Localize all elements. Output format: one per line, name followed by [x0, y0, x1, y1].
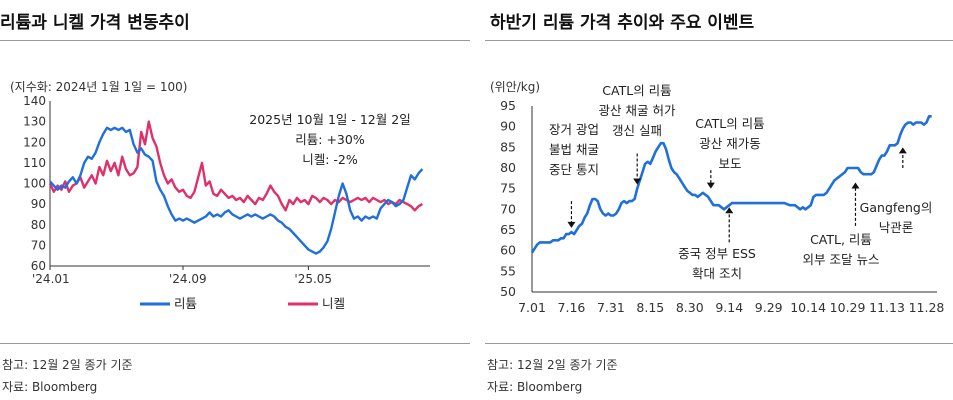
- right-x-tick-label: 8.15: [636, 300, 664, 315]
- event-arrow-head: [898, 147, 907, 154]
- right-top-rule: [485, 40, 953, 41]
- event-arrow-head: [706, 182, 715, 189]
- left-y-axis-label: (지수화: 2024년 1월 1일 = 100): [10, 80, 188, 94]
- event-annotation-line: CATL의 리튬: [602, 83, 671, 98]
- event-arrow-head: [851, 182, 860, 189]
- right-x-tick-label: 9.29: [755, 300, 783, 315]
- right-y-tick-label: 95: [500, 98, 516, 113]
- left-y-tick-label: 140: [23, 94, 46, 108]
- left-top-rule: [0, 40, 470, 41]
- left-y-tick-label: 60: [31, 259, 46, 273]
- right-y-tick-label: 85: [500, 139, 516, 154]
- left-annotation-line: 니켈: -2%: [302, 152, 358, 167]
- right-x-tick-label: 11.28: [909, 300, 945, 315]
- right-y-tick-label: 55: [500, 263, 516, 278]
- event-annotation-line: 갱신 실패: [612, 123, 662, 138]
- left-x-tick-label: '25.05: [294, 272, 332, 286]
- event-annotation-line: 광산 재가동: [699, 136, 760, 151]
- left-note: 참고: 12월 2일 종가 기준: [2, 358, 133, 372]
- event-annotation-line: 광산 채굴 허가: [599, 103, 676, 118]
- right-x-tick-label: 7.16: [558, 300, 586, 315]
- right-panel-title: 하반기 리튬 가격 추이와 주요 이벤트: [490, 13, 755, 33]
- left-annotation-line: 리튬: +30%: [295, 132, 365, 147]
- right-y-tick-label: 75: [500, 181, 516, 196]
- lithium-line: [49, 126, 424, 255]
- lithium-events-chart: (위안/kg) 50 55 60 65 70 75 80 85 90 95 7.01 7.16 7.31 8…: [490, 80, 945, 315]
- event-annotation-line: CATL, 리튬: [810, 232, 872, 247]
- event-annotation-line: 불법 채굴: [549, 142, 599, 157]
- right-x-tick-label: 7.01: [518, 300, 546, 315]
- lithium-price-line: [530, 115, 932, 254]
- event-annotation-line: 장거 광업: [549, 122, 599, 137]
- right-y-tick-label: 60: [500, 243, 516, 258]
- legend-nickel-label: 니켈: [322, 296, 345, 311]
- lithium-nickel-chart: (지수화: 2024년 1월 1일 = 100) 60 70 80 90 100 110 12…: [10, 80, 430, 311]
- legend-lithium-label: 리튬: [174, 296, 197, 311]
- right-y-tick-label: 50: [500, 284, 516, 299]
- right-bottom-rule: [485, 343, 953, 344]
- event-arrow-head: [567, 221, 576, 228]
- event-arrow-head: [725, 207, 734, 214]
- right-y-tick-label: 65: [500, 222, 516, 237]
- right-x-tick-label: 8.30: [676, 300, 704, 315]
- right-x-tick-label: 11.13: [869, 300, 905, 315]
- event-annotation-line: 중국 정부 ESS: [678, 246, 756, 261]
- right-x-tick-label: 10.29: [830, 300, 866, 315]
- right-note: 참고: 12월 2일 종가 기준: [487, 358, 618, 372]
- event-annotation-line: 낙관론: [879, 220, 914, 235]
- event-annotation-line: 외부 조달 뉴스: [803, 252, 880, 267]
- left-y-tick-label: 120: [23, 135, 46, 149]
- left-y-tick-label: 100: [23, 177, 46, 191]
- left-y-tick-label: 130: [23, 115, 46, 129]
- left-x-tick-label: '24.09: [169, 272, 207, 286]
- right-x-tick-label: 9.14: [715, 300, 743, 315]
- left-source: 자료: Bloomberg: [2, 380, 98, 394]
- event-annotation-line: Gangfeng의: [860, 200, 933, 215]
- left-panel-title: 리튬과 니켈 가격 변동추이: [0, 13, 190, 33]
- left-panel: 리튬과 니켈 가격 변동추이 (지수화: 2024년 1월 1일 = 100) 6…: [0, 0, 470, 400]
- left-bottom-rule: [0, 343, 470, 344]
- left-annotation-line: 2025년 10월 1일 - 12월 2일: [249, 112, 410, 127]
- nickel-line: [48, 120, 423, 212]
- event-annotation-line: 확대 조치: [692, 266, 742, 281]
- event-annotation-line: 보도: [718, 156, 741, 171]
- left-y-tick-label: 110: [23, 156, 46, 170]
- right-panel: 하반기 리튬 가격 추이와 주요 이벤트 (위안/kg) 50 55 60 65 70 75…: [485, 0, 953, 400]
- event-annotation-line: CATL의 리튬: [695, 116, 764, 131]
- right-source: 자료: Bloomberg: [487, 380, 583, 394]
- right-y-axis-label: (위안/kg): [490, 80, 540, 94]
- event-arrow-head: [633, 178, 642, 185]
- event-annotation-line: 중단 통지: [549, 162, 599, 177]
- right-y-tick-label: 70: [500, 201, 516, 216]
- right-x-tick-label: 10.14: [790, 300, 826, 315]
- left-x-tick-label: '24.01: [32, 272, 70, 286]
- left-y-tick-label: 70: [31, 238, 46, 252]
- right-y-tick-label: 90: [500, 119, 516, 134]
- right-x-tick-label: 7.31: [597, 300, 625, 315]
- right-y-tick-label: 80: [500, 160, 516, 175]
- left-y-tick-label: 90: [31, 197, 46, 211]
- left-y-tick-label: 80: [31, 218, 46, 232]
